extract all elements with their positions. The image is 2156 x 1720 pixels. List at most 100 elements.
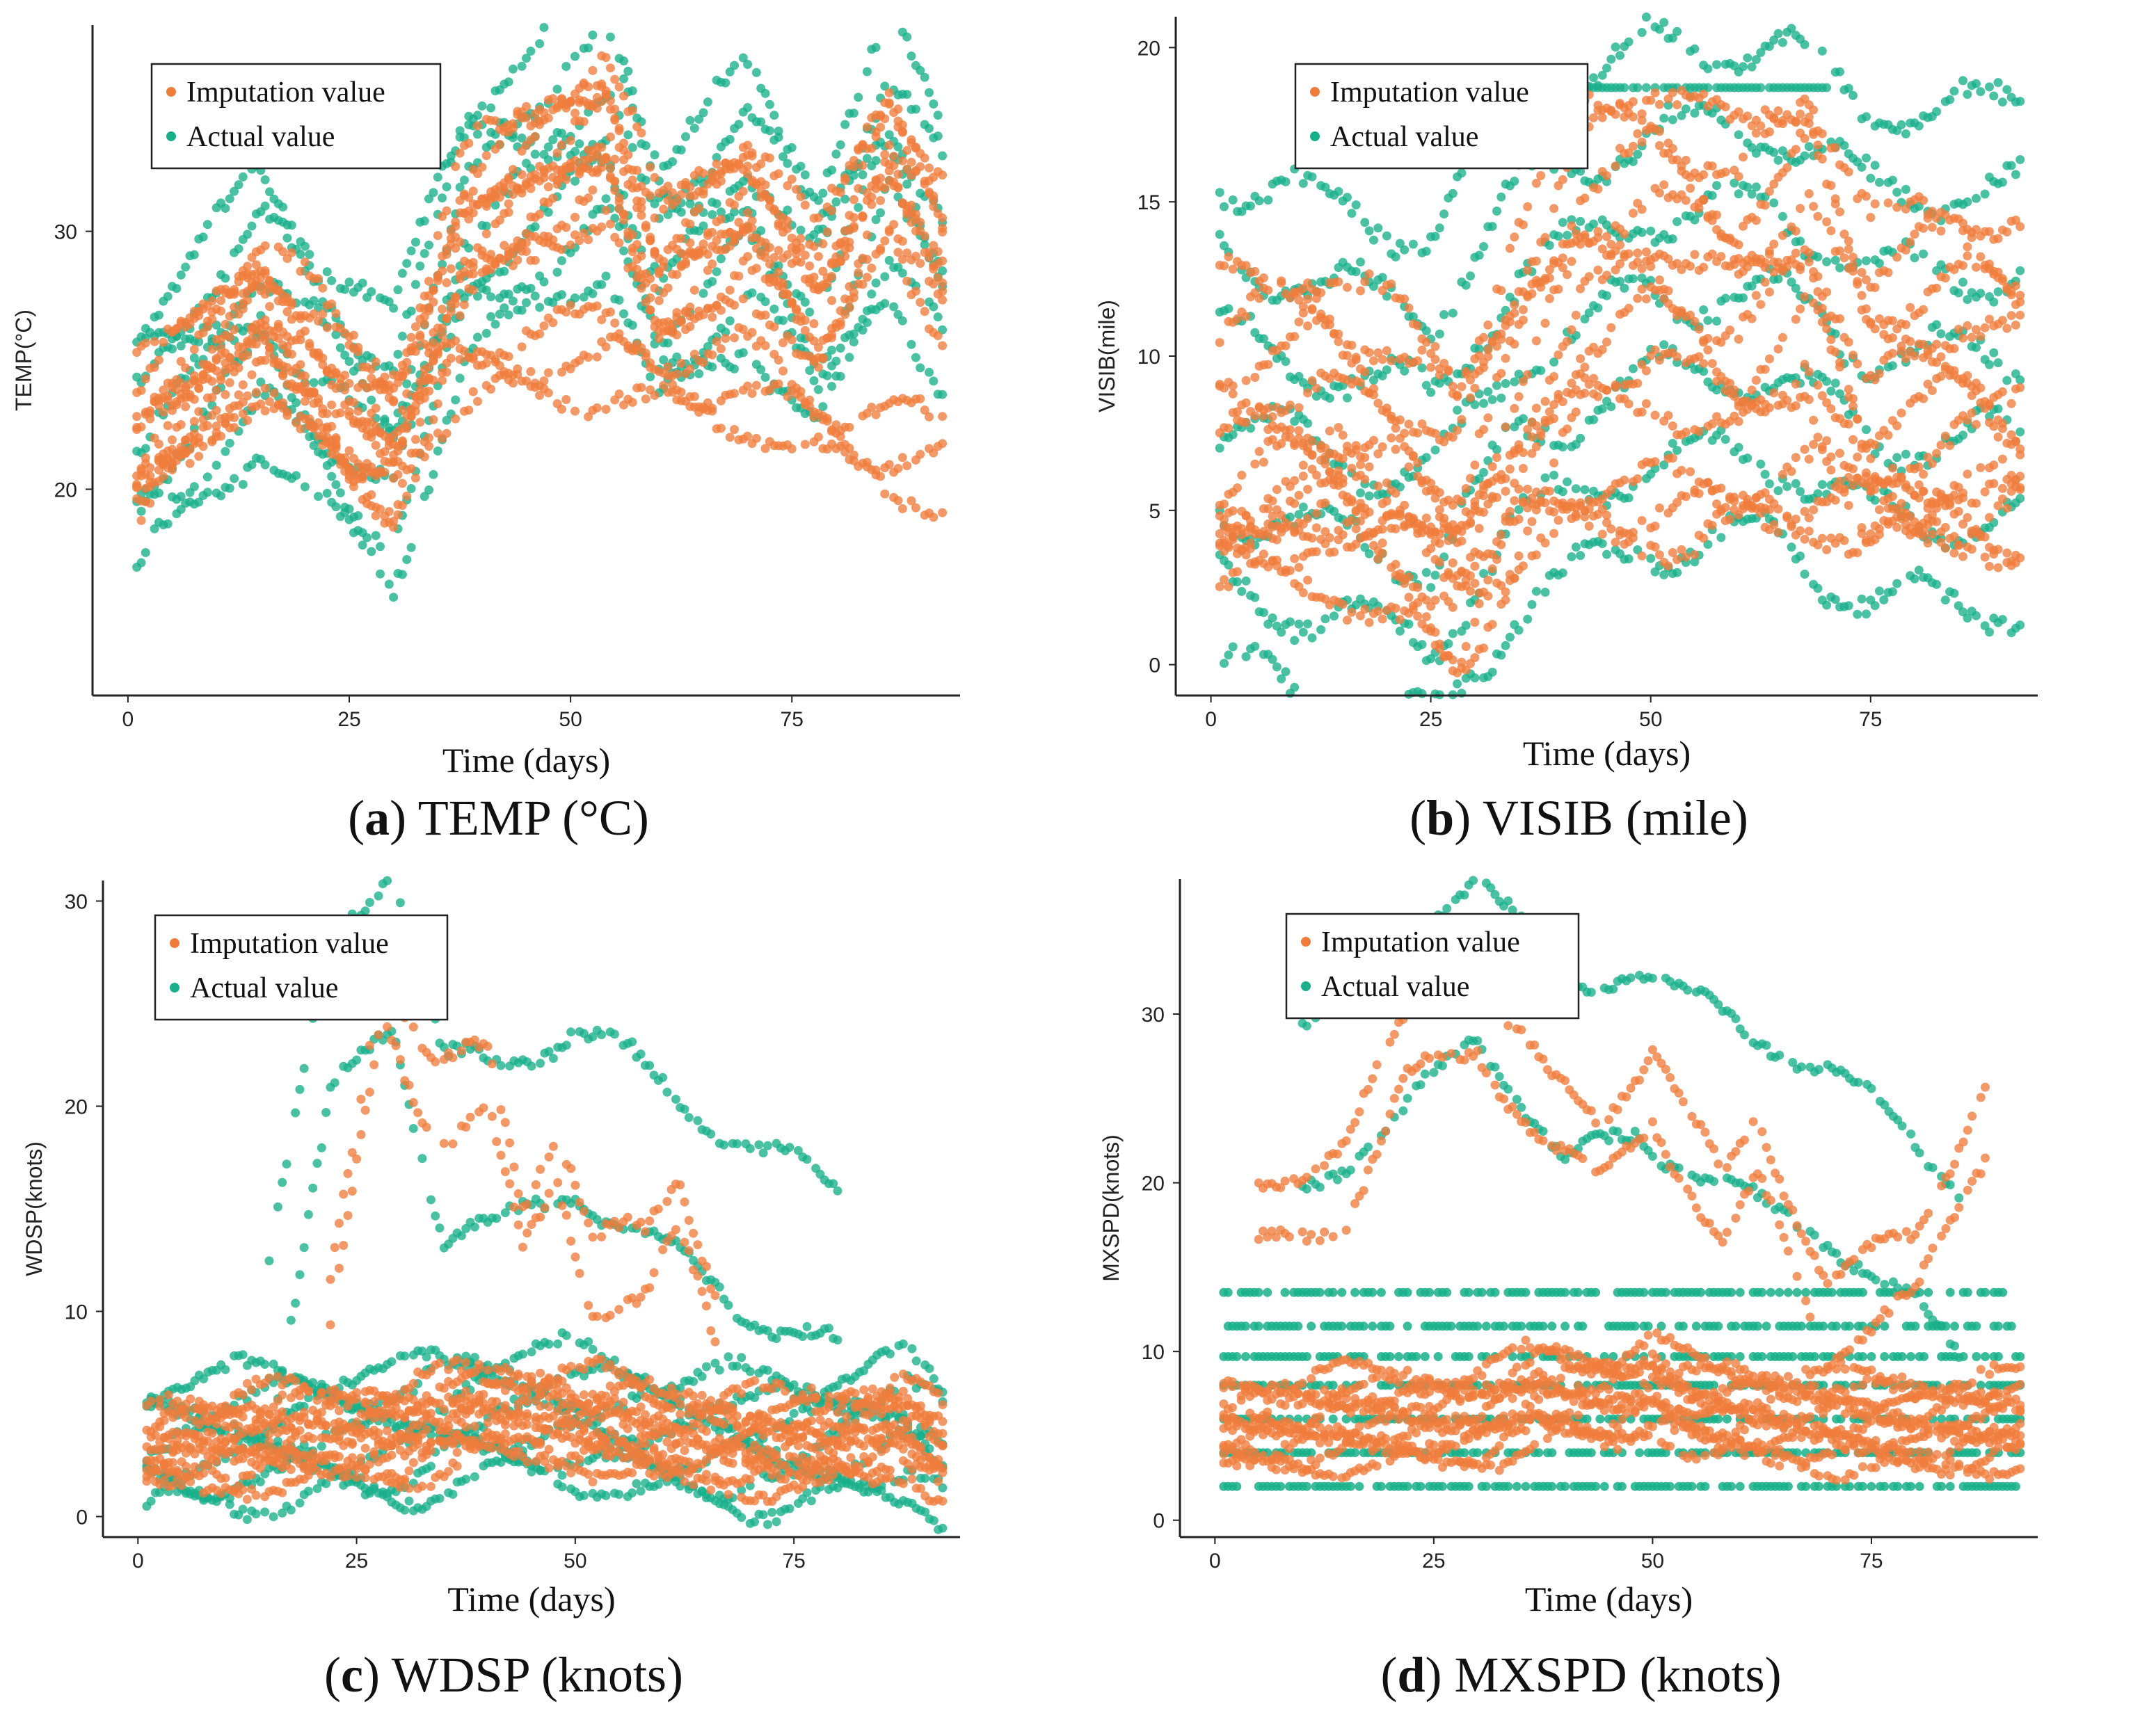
imputation-value-point	[916, 259, 925, 268]
imputation-value-point	[730, 333, 739, 343]
imputation-value-point	[1220, 499, 1229, 509]
imputation-value-point	[397, 436, 407, 446]
imputation-value-point	[358, 472, 367, 482]
imputation-value-point	[314, 274, 323, 284]
imputation-value-point	[730, 200, 739, 210]
actual-value-point	[849, 329, 859, 339]
imputation-value-point	[1457, 415, 1467, 424]
imputation-value-point	[1421, 337, 1431, 347]
imputation-value-point	[849, 293, 859, 303]
imputation-value-point	[481, 358, 491, 368]
actual-value-point	[1668, 33, 1677, 43]
imputation-value-point	[1549, 371, 1559, 381]
actual-value-point	[1972, 611, 1981, 620]
imputation-value-point	[920, 231, 929, 241]
imputation-value-point	[1356, 378, 1365, 387]
actual-value-point	[141, 548, 150, 557]
imputation-value-point	[1290, 332, 1300, 341]
imputation-value-point	[136, 422, 146, 432]
imputation-value-point	[916, 218, 925, 227]
actual-value-point	[1307, 633, 1317, 643]
actual-value-point	[1773, 486, 1783, 495]
imputation-value-point	[243, 391, 253, 401]
actual-value-point	[1593, 303, 1603, 313]
imputation-value-point	[1699, 170, 1709, 179]
imputation-value-point	[681, 259, 690, 269]
imputation-value-point	[1510, 300, 1519, 310]
imputation-value-point	[1734, 417, 1743, 426]
actual-value-point	[1615, 51, 1624, 61]
imputation-value-point	[827, 206, 836, 216]
imputation-value-point	[787, 335, 797, 345]
actual-value-point	[1699, 367, 1709, 376]
imputation-value-point	[716, 214, 726, 224]
actual-value-point	[530, 150, 540, 159]
imputation-value-point	[689, 349, 699, 359]
imputation-value-point	[672, 369, 682, 379]
actual-value-point	[1514, 625, 1524, 635]
actual-value-point	[189, 250, 199, 259]
imputation-value-point	[1369, 390, 1378, 400]
actual-value-point	[1448, 629, 1458, 638]
actual-value-point	[1817, 480, 1827, 490]
imputation-value-point	[570, 156, 580, 166]
imputation-value-point	[543, 388, 553, 398]
actual-value-point	[1989, 91, 1999, 101]
actual-value-point	[500, 303, 509, 313]
actual-value-point	[783, 205, 792, 215]
actual-value-point	[1290, 682, 1300, 692]
imputation-value-point	[925, 163, 934, 172]
actual-value-point	[1290, 417, 1300, 426]
imputation-value-point	[504, 352, 513, 362]
imputation-value-point	[389, 457, 399, 467]
imputation-value-point	[340, 371, 350, 380]
imputation-value-point	[845, 303, 854, 312]
imputation-value-point	[1303, 278, 1313, 288]
imputation-value-point	[1654, 99, 1664, 109]
actual-value-point	[588, 30, 598, 40]
actual-value-point	[393, 349, 403, 359]
actual-value-point	[1936, 329, 1946, 339]
imputation-value-point	[1554, 389, 1563, 399]
imputation-value-point	[539, 376, 549, 386]
actual-value-point	[202, 488, 212, 497]
actual-value-point	[1866, 173, 1876, 183]
imputation-value-point	[287, 349, 296, 359]
actual-value-point	[225, 483, 234, 493]
imputation-value-point	[1628, 112, 1638, 122]
imputation-value-point	[1268, 412, 1277, 421]
imputation-value-point	[672, 196, 682, 206]
imputation-value-point	[827, 271, 836, 281]
actual-value-point	[676, 145, 686, 155]
imputation-value-point	[1268, 511, 1277, 521]
imputation-value-point	[708, 350, 717, 360]
imputation-value-point	[1479, 425, 1488, 434]
actual-value-point	[712, 152, 721, 162]
imputation-value-point	[738, 186, 748, 196]
actual-value-point	[1892, 187, 1902, 197]
imputation-value-point	[278, 247, 288, 257]
imputation-value-point	[1483, 413, 1493, 423]
imputation-value-point	[442, 358, 452, 368]
imputation-value-point	[136, 515, 146, 525]
imputation-value-point	[1417, 419, 1427, 428]
imputation-value-point	[920, 153, 929, 163]
actual-value-point	[1756, 48, 1766, 57]
imputation-value-point	[1611, 109, 1620, 119]
actual-value-point	[1976, 87, 1986, 97]
actual-value-point	[539, 23, 549, 32]
imputation-value-point	[1576, 354, 1586, 364]
actual-value-point	[765, 126, 774, 136]
actual-value-point	[1822, 376, 1832, 386]
actual-value-point	[314, 492, 323, 501]
imputation-value-point	[698, 186, 708, 195]
imputation-value-point	[1311, 383, 1321, 393]
imputation-value-point	[1263, 403, 1273, 413]
imputation-value-point	[1470, 618, 1480, 627]
actual-value-point	[681, 132, 690, 141]
actual-value-point	[176, 492, 186, 501]
actual-value-point	[1628, 274, 1638, 284]
actual-value-point	[1646, 275, 1656, 285]
imputation-value-point	[1686, 262, 1695, 271]
actual-value-point	[619, 246, 628, 256]
